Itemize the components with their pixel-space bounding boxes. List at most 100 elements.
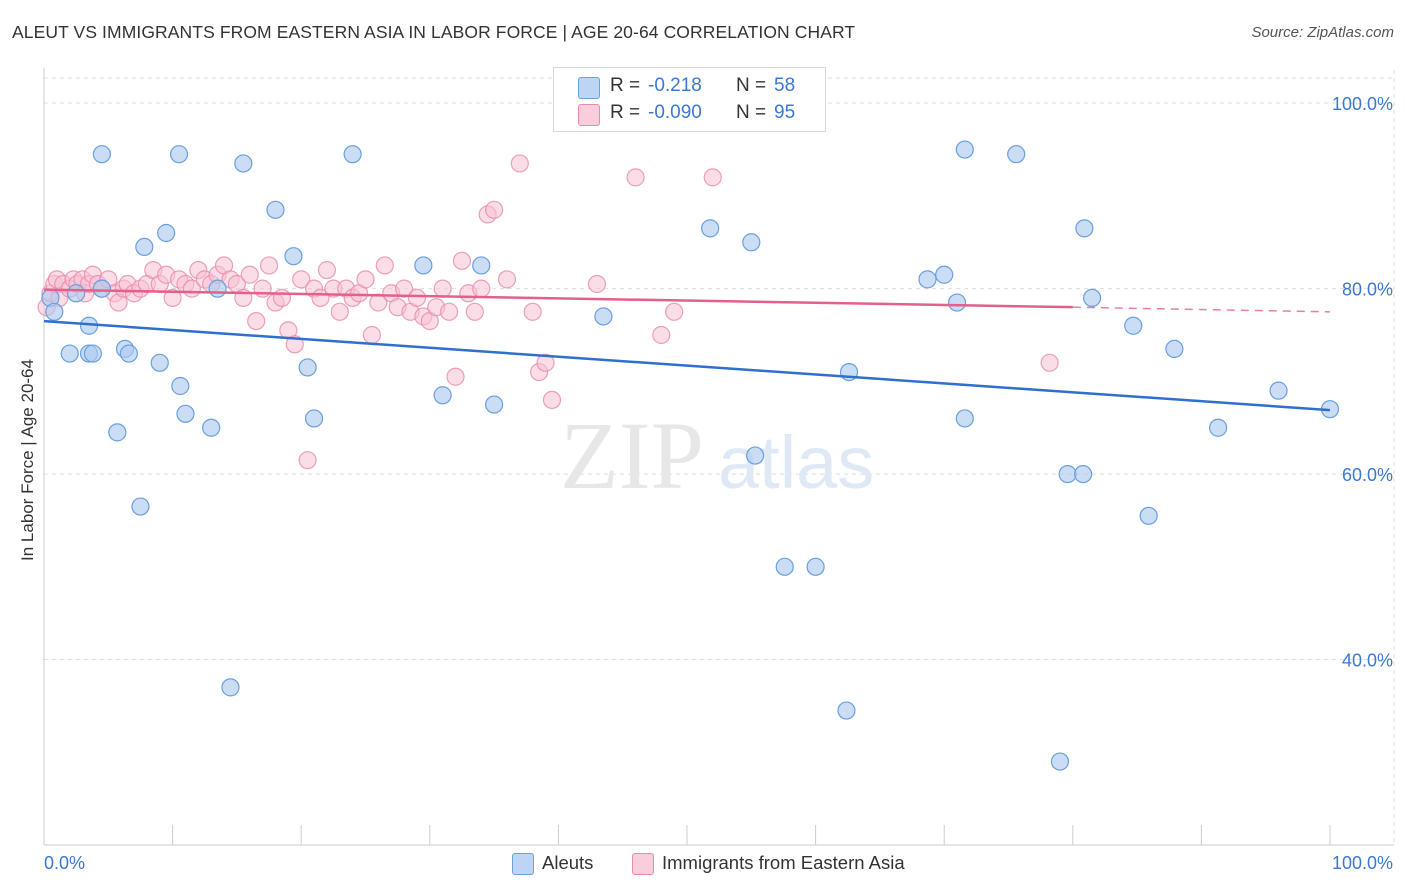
aleuts-point [1139,506,1158,525]
aleuts-point [806,557,825,576]
aleuts-point [918,270,937,289]
aleuts-point [131,497,150,516]
aleuts-point [746,446,765,465]
immigrants-point [394,279,414,298]
aleuts-point [837,701,856,720]
aleuts-point [157,223,176,243]
aleuts-point [935,265,954,284]
immigrants-point [439,302,459,321]
immigrants-point [452,251,472,270]
aleuts-point [955,140,974,159]
aleuts-point [485,395,504,414]
aleuts-point [169,145,189,164]
aleuts-point [472,256,491,275]
aleuts-point [208,279,227,298]
immigrants-point [485,200,504,219]
aleuts-point [1007,145,1026,164]
legend-label-aleuts: Aleuts [542,852,594,873]
axes [43,68,1394,846]
watermark-atlas: atlas [718,421,874,504]
y-tick-label: 80.0% [1342,280,1393,300]
chart-title: ALEUT VS IMMIGRANTS FROM EASTERN ASIA IN… [12,22,856,42]
immigrants-point [652,325,671,345]
legend-r-label: R = [610,102,641,123]
immigrants-point [587,274,607,294]
y-tick-label: 100.0% [1332,94,1393,114]
immigrants-point [330,302,349,321]
immigrants-point [240,265,259,284]
aleuts-point [45,302,64,321]
trend-lines [43,288,1331,412]
legend-swatch-pink [632,853,654,875]
immigrants-point [1040,353,1059,372]
aleuts-point [742,233,761,252]
aleuts-point [135,237,154,257]
aleuts-point [221,678,240,697]
immigrants-point [356,270,375,289]
legend-n-value: 95 [774,102,796,123]
stats-legend: R = -0.218 N = 58 R = -0.090 N = 95 [553,67,826,132]
aleuts-point [947,293,967,312]
aleuts-point [1082,288,1102,308]
immigrants-point [433,279,452,298]
aleuts-point [83,344,102,363]
immigrants-point [626,168,645,187]
legend-swatch-blue [512,853,534,875]
y-tick-label: 40.0% [1342,651,1393,671]
legend-r-value: -0.090 [648,102,702,123]
legend-n-label: N = [736,75,767,96]
immigrants-point [465,302,484,321]
legend-n-value: 58 [774,75,796,96]
source-credit: Source: ZipAtlas.com [1251,24,1394,41]
x-tick-label: 100.0% [1332,853,1393,873]
immigrants-point [163,288,182,308]
legend-n-label: N = [736,102,767,123]
immigrants-point [536,353,555,372]
immigrants-point [446,367,465,386]
aleuts-point [343,145,362,164]
immigrants-point [285,335,304,354]
immigrants-point [703,168,722,187]
aleuts-point [284,247,303,266]
zipatlas-watermark: ZIP atlas [560,402,874,509]
aleuts-point [304,409,324,428]
y-axis-label: In Labor Force | Age 20-64 [18,359,37,561]
aleuts-point [1209,418,1228,437]
aleuts-point [108,423,127,442]
aleuts-point [1124,316,1143,335]
immigrants-point [375,256,394,275]
aleuts-point [1269,381,1288,400]
immigrants-point [292,270,311,289]
aleuts-point [234,154,253,173]
aleuts-point [1058,464,1077,484]
aleuts-point [701,219,720,238]
watermark-zip: ZIP [560,402,704,509]
aleuts-point [119,344,138,363]
legend-r-value: -0.218 [648,75,702,96]
immigrants-point [317,260,337,280]
aleuts-point [266,200,285,219]
legend-r-label: R = [610,75,641,96]
immigrants-point [247,311,266,331]
immigrants-point [407,288,427,308]
immigrants-point [362,325,382,345]
immigrants-point [272,288,292,308]
immigrants-points [37,154,1059,470]
aleuts-point [414,256,433,275]
aleuts-point [1165,339,1184,359]
immigrants-trend-line [43,288,1073,309]
aleuts-point [67,284,86,303]
aleuts-point [594,307,613,326]
aleuts-point [1050,752,1070,771]
immigrants-point [259,256,279,275]
tick-labels: 40.0% 60.0% 80.0% 100.0% 0.0% 100.0% [44,94,1393,873]
aleuts-point [92,145,111,164]
legend-swatch-pink [578,104,600,126]
immigrants-point [523,302,542,321]
aleuts-point [202,418,221,437]
aleuts-trend-line [43,319,1331,412]
immigrants-point [542,390,562,410]
legend-label-immigrants: Immigrants from Eastern Asia [662,852,905,873]
y-tick-label: 60.0% [1342,465,1393,485]
